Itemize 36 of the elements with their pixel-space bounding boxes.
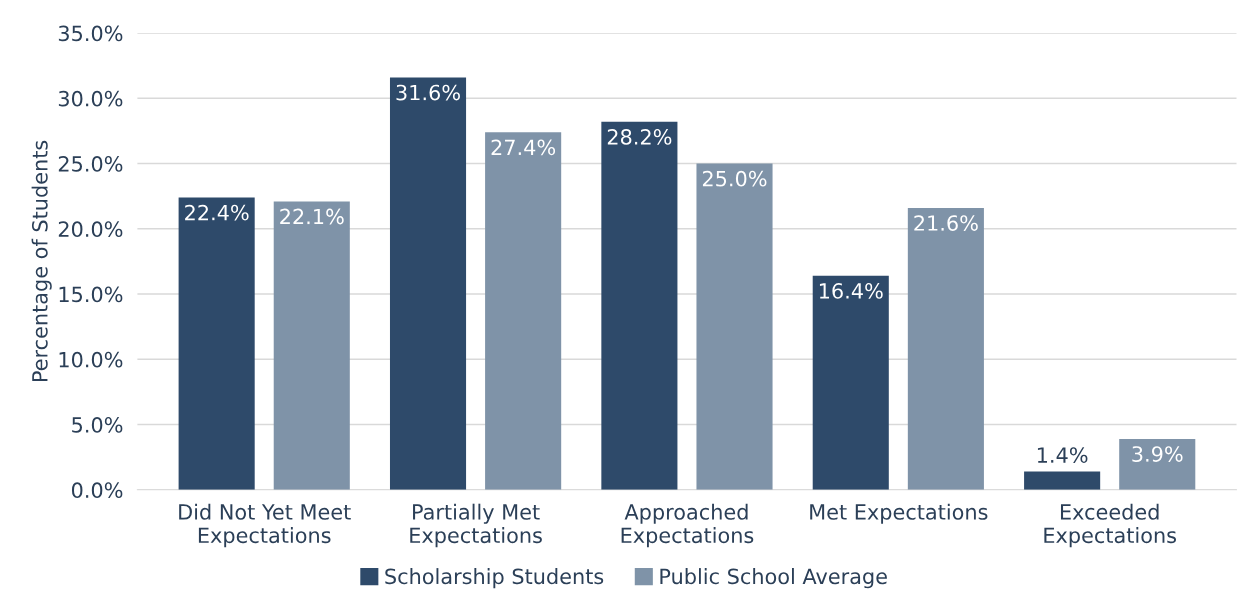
x-tick-label: Exceeded Expectations (1044, 503, 1177, 548)
legend-label: Public School Average (660, 568, 887, 589)
y-tick-label: 5.0% (72, 417, 123, 433)
bar (389, 77, 467, 490)
bar (812, 275, 889, 490)
data-label: 25.0% (702, 170, 767, 187)
y-tick-label: 15.0% (59, 286, 123, 303)
data-label: 3.9% (1132, 446, 1183, 462)
x-tick-label: Met Expectations (810, 503, 988, 524)
y-tick-label: 25.0% (58, 156, 123, 172)
data-label: 21.6% (914, 215, 978, 231)
bar (178, 197, 255, 490)
y-tick-label: 30.0% (58, 90, 123, 107)
bar (1024, 471, 1101, 490)
data-label: 22.4% (185, 204, 249, 221)
data-label: 1.4% (1037, 447, 1088, 463)
y-tick-label: 0.0% (71, 482, 123, 499)
data-label: 27.4% (491, 139, 556, 156)
bar (696, 163, 773, 490)
x-tick-label: Approached Expectations (621, 503, 754, 548)
bar (273, 201, 350, 490)
bar (601, 121, 678, 490)
data-label: 16.4% (819, 283, 883, 299)
bar (907, 207, 984, 490)
data-label: 31.6% (396, 84, 460, 101)
bar (1119, 438, 1196, 490)
y-tick-label: 20.0% (58, 221, 123, 238)
x-tick-label: Partially Met Expectations (410, 503, 542, 548)
y-axis-title: Percentage of Students (31, 140, 52, 382)
x-tick-label: Did Not Yet Meet Expectations (179, 503, 351, 548)
y-tick-label: 35.0% (58, 25, 123, 42)
data-label: 28.2% (607, 129, 672, 145)
y-tick-label: 10.0% (59, 351, 123, 368)
data-label: 22.1% (280, 208, 344, 225)
bar (485, 132, 562, 490)
legend-label: Scholarship Students (385, 568, 604, 589)
